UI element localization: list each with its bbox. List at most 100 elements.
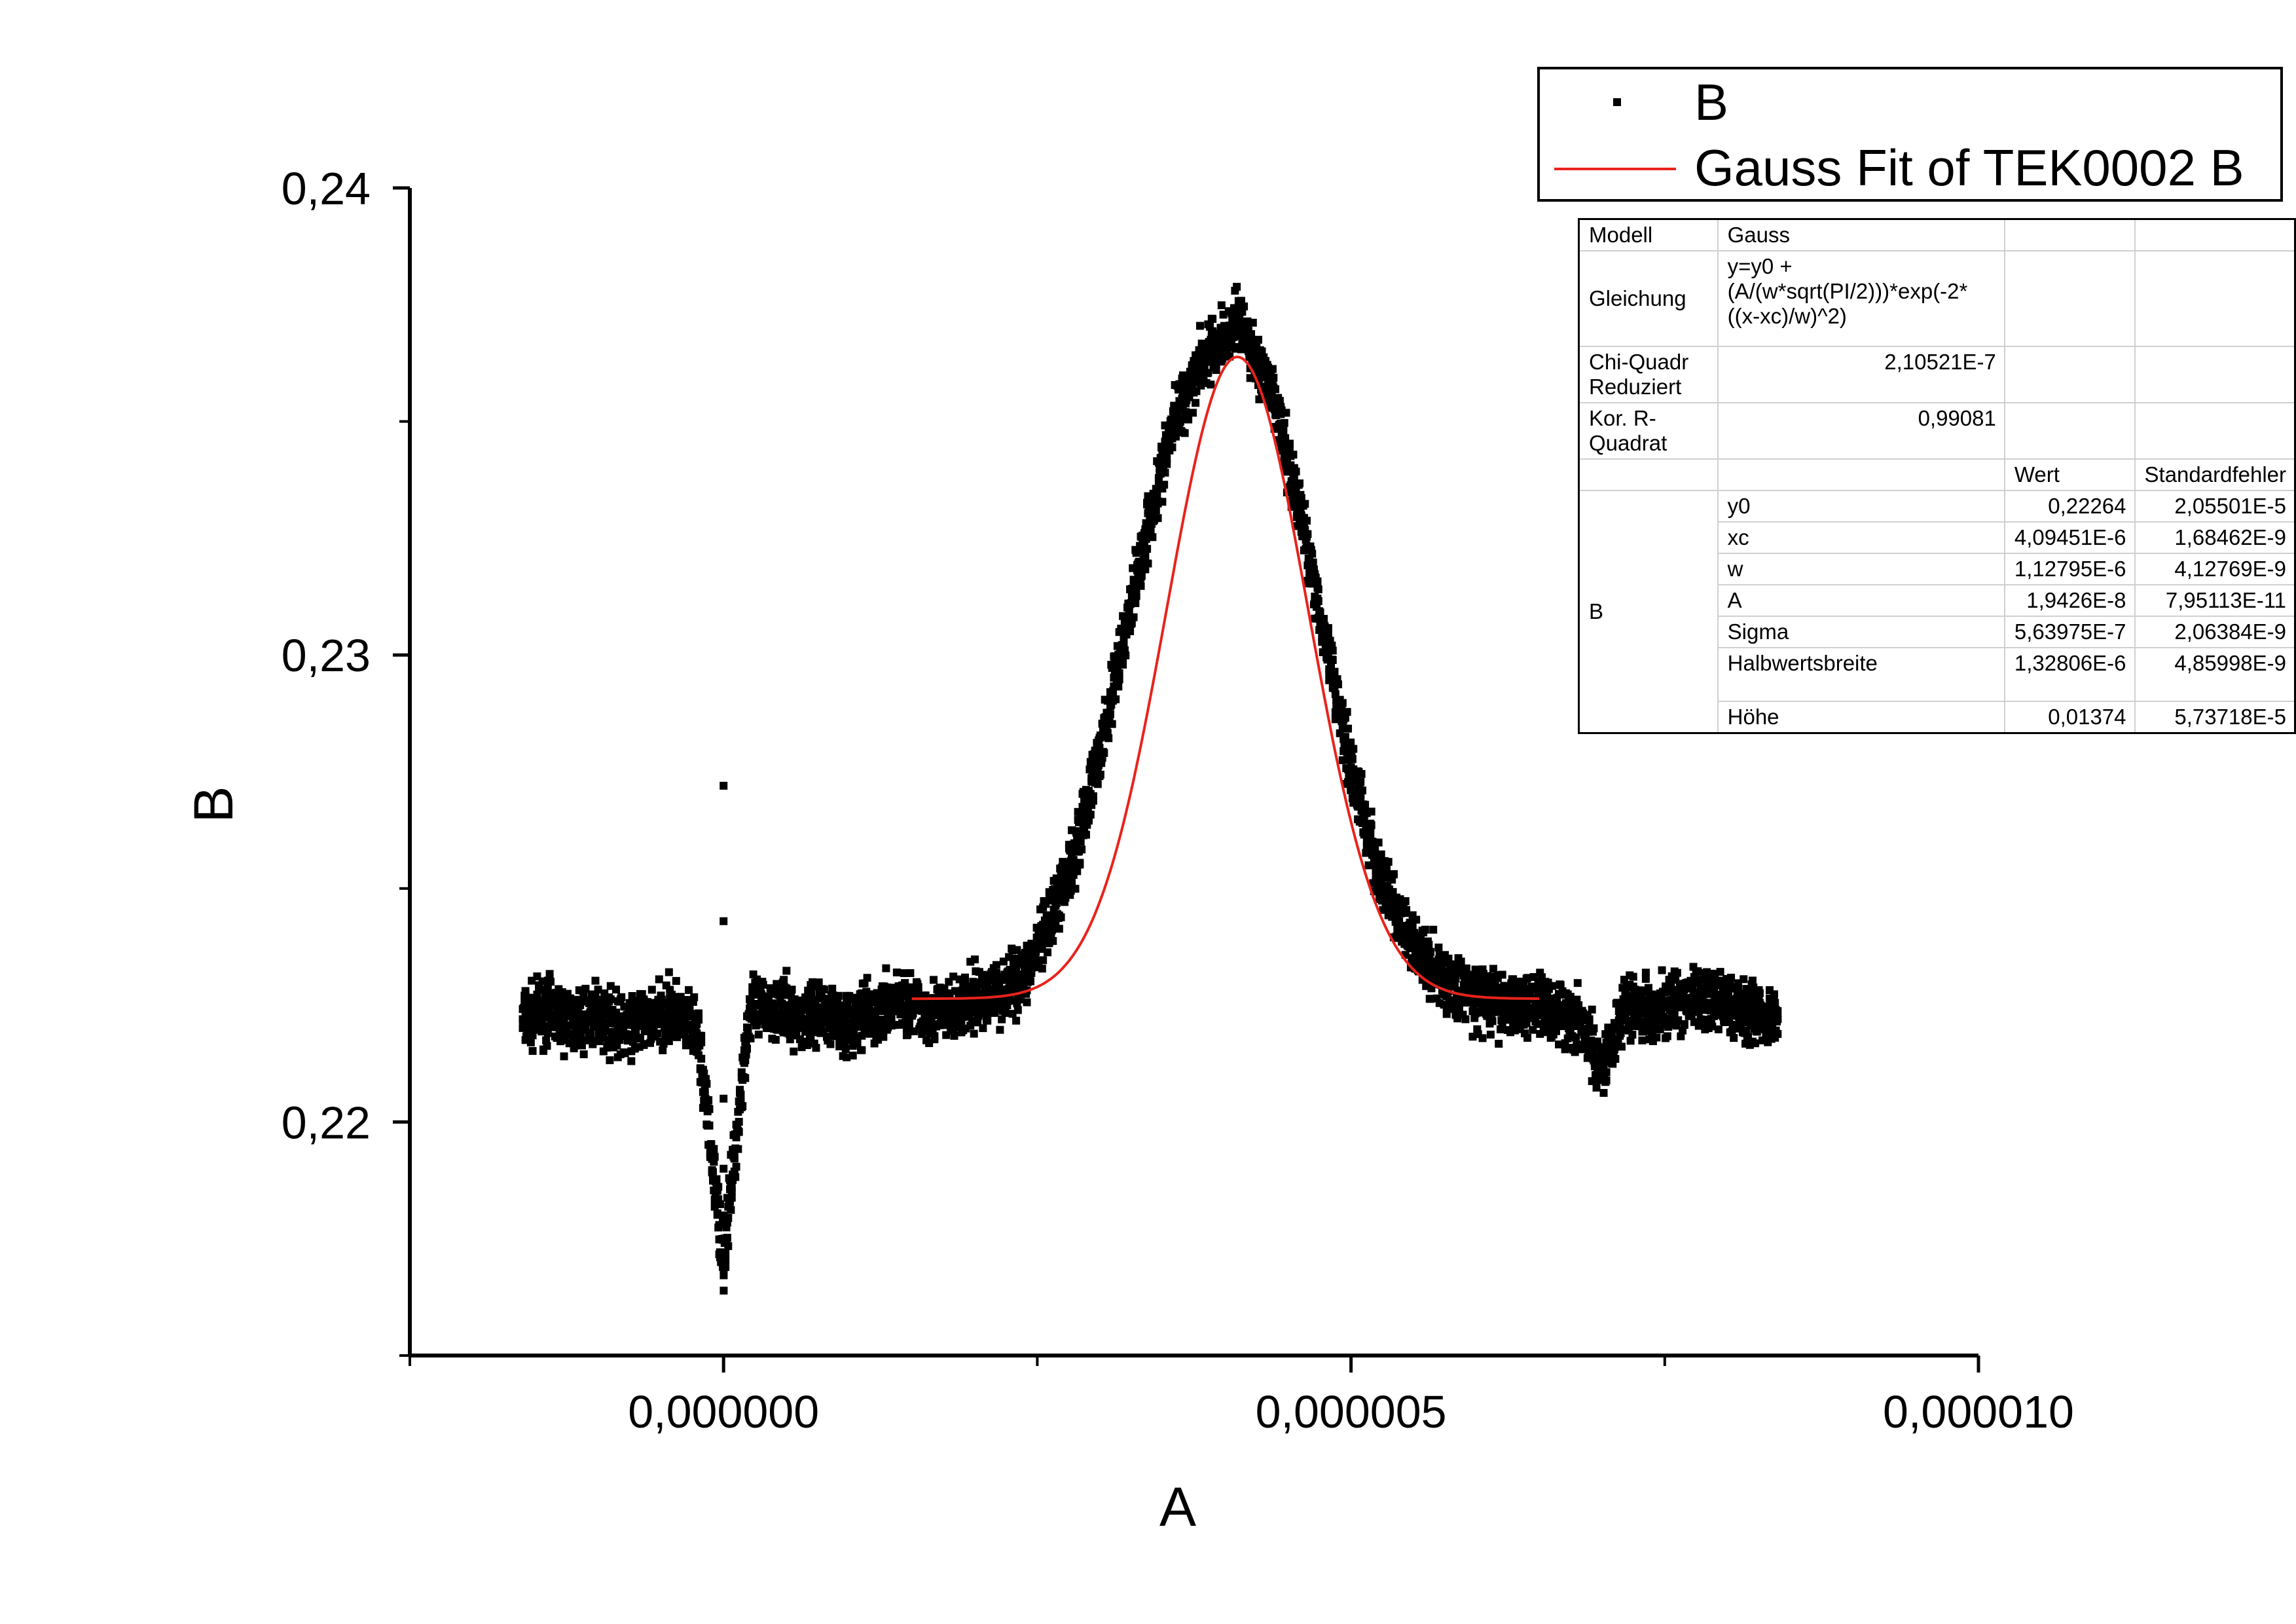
scatter-point	[1076, 858, 1084, 867]
scatter-point	[724, 1214, 733, 1223]
scatter-point	[1367, 821, 1376, 830]
param-name: A	[1717, 584, 2005, 617]
scatter-point	[1089, 792, 1097, 800]
param-wert: 1,12795E-6	[2003, 553, 2136, 585]
gauss-fit-series	[911, 356, 1540, 1001]
scatter-point	[848, 1051, 857, 1060]
scatter-point	[1163, 460, 1171, 468]
scatter-point	[1384, 858, 1393, 866]
scatter-point	[666, 1032, 675, 1041]
scatter-point	[724, 1242, 733, 1250]
scatter-point	[1641, 969, 1650, 977]
gleichung-value: y=y0 + (A/(w*sqrt(PI/2)))*exp(-2*((x-xc)…	[1717, 250, 2005, 347]
scatter-point	[1573, 979, 1582, 987]
scatter-point	[996, 1025, 1004, 1034]
scatter-point	[1271, 385, 1280, 394]
scatter-point	[1086, 810, 1095, 819]
scatter-point	[1673, 969, 1681, 977]
scatter-point	[906, 969, 915, 977]
scatter-point	[1461, 1015, 1470, 1024]
scatter-point	[1104, 734, 1113, 743]
scatter-point	[879, 1033, 888, 1041]
scatter-point	[882, 964, 890, 972]
scatter-point	[727, 1194, 736, 1202]
empty-cell	[2003, 402, 2136, 460]
scatter-point	[617, 993, 626, 1001]
table-row: Gleichung y=y0 + (A/(w*sqrt(PI/2)))*exp(…	[1578, 250, 2296, 347]
empty-cell	[2134, 218, 2296, 251]
scatter-point	[684, 986, 693, 994]
scatter-point	[826, 1040, 835, 1048]
scatter-point	[741, 1074, 750, 1082]
scatter-point	[1338, 699, 1347, 707]
fit-results-table: Modell Gauss Gleichung y=y0 + (A/(w*sqrt…	[1578, 218, 2296, 734]
scatter-point	[853, 1039, 862, 1048]
scatter-point	[1727, 974, 1736, 982]
scatter-point	[538, 1013, 546, 1022]
scatter-point	[701, 1089, 709, 1098]
scatter-point	[1330, 667, 1339, 676]
scatter-point	[843, 1053, 851, 1061]
scatter-point	[1188, 409, 1197, 417]
scatter-point	[1349, 745, 1358, 753]
scatter-point	[949, 972, 958, 981]
scatter-point	[1269, 373, 1278, 382]
scatter-point	[1154, 514, 1162, 523]
scatter-point	[1774, 1029, 1782, 1038]
scatter-point	[565, 1000, 574, 1008]
scatter-point	[858, 1046, 866, 1054]
scatter-point	[1427, 948, 1435, 956]
scatter-point	[1730, 1034, 1738, 1043]
scatter-point	[710, 1153, 719, 1161]
scatter-point	[1314, 597, 1322, 605]
scatter-point	[979, 970, 987, 979]
scatter-point	[814, 978, 823, 987]
modell-value: Gauss	[1717, 218, 2005, 251]
scatter-point	[887, 1012, 896, 1021]
scatter-point	[1716, 968, 1724, 976]
scatter-point	[1488, 1017, 1497, 1025]
chart-legend: B Gauss Fit of TEK0002 B	[1537, 67, 2283, 202]
scatter-point	[1057, 913, 1065, 921]
scatter-point	[621, 1049, 629, 1058]
scatter-point	[704, 1096, 713, 1104]
scatter-point	[1611, 1055, 1620, 1063]
scatter-point	[942, 1031, 951, 1039]
scatter-point	[1357, 769, 1366, 778]
scatter-point	[735, 1128, 743, 1136]
scatter-point	[1602, 1068, 1611, 1077]
scatter-point	[1358, 786, 1366, 795]
scatter-point	[1680, 1020, 1688, 1028]
param-std: 2,05501E-5	[2134, 490, 2296, 523]
scatter-point	[930, 1032, 939, 1041]
scatter-point	[1320, 614, 1328, 623]
scatter-point	[721, 1263, 730, 1271]
scatter-point	[560, 1052, 568, 1061]
scatter-point	[1548, 982, 1557, 990]
scatter-point	[543, 1029, 552, 1037]
scatter-point	[1740, 975, 1748, 984]
scatter-point	[1013, 1006, 1022, 1014]
scatter-point	[1240, 302, 1248, 310]
gleichung-label: Gleichung	[1578, 250, 1719, 347]
scatter-point	[1377, 850, 1385, 858]
scatter-point	[1652, 1033, 1661, 1042]
scatter-point	[1401, 897, 1410, 906]
scatter-point	[1343, 708, 1351, 716]
scatter-point	[773, 980, 781, 988]
scatter-point	[1001, 1008, 1010, 1017]
scatter-point	[546, 978, 555, 986]
table-row: Kor. R-Quadrat 0,99081	[1578, 402, 2296, 460]
param-std: 4,85998E-9	[2134, 647, 2296, 702]
param-wert: 1,9426E-8	[2003, 584, 2136, 617]
scatter-point	[900, 992, 908, 1001]
scatter-point	[1100, 748, 1108, 757]
scatter-point	[735, 1118, 743, 1126]
scatter-point	[1374, 838, 1383, 847]
scatter-point	[1357, 778, 1365, 786]
scatter-point	[1334, 680, 1342, 689]
scatter-point	[714, 1183, 723, 1191]
scatter-point	[1486, 1030, 1495, 1039]
scatter-point	[863, 974, 871, 982]
